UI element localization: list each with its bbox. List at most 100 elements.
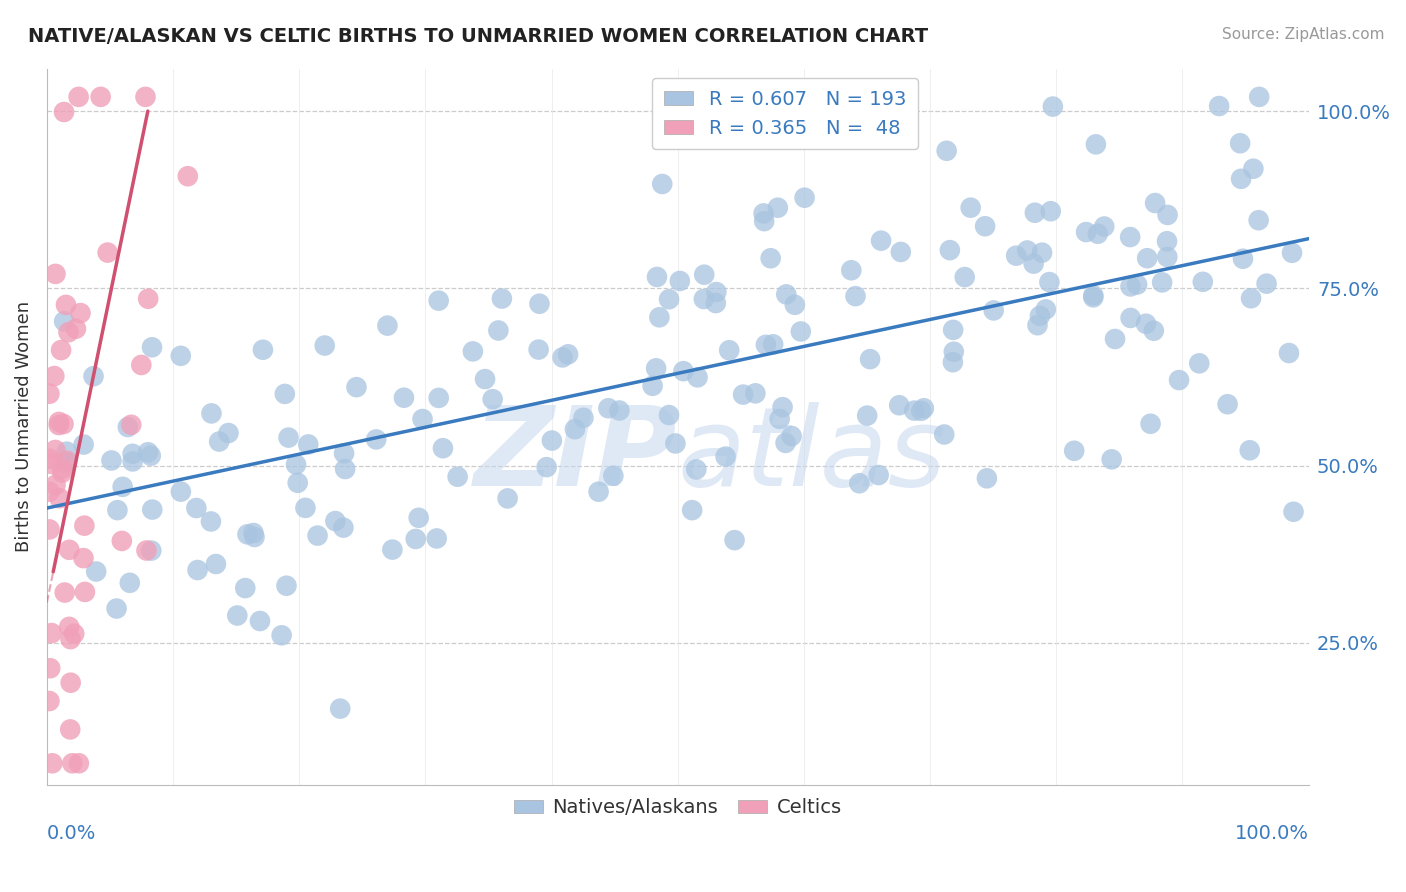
Point <box>72 551 94 566</box>
Point <box>704 296 727 310</box>
Point <box>55 444 77 458</box>
Point <box>117 420 139 434</box>
Point <box>1026 318 1049 333</box>
Point <box>73 437 96 451</box>
Point <box>427 391 450 405</box>
Point <box>177 169 200 184</box>
Point <box>609 403 631 417</box>
Point <box>759 252 782 266</box>
Point <box>942 355 965 369</box>
Point <box>1240 291 1263 305</box>
Point <box>69 306 91 320</box>
Point <box>287 475 309 490</box>
Point <box>870 234 893 248</box>
Point <box>294 500 316 515</box>
Point <box>51 462 73 476</box>
Point <box>572 410 595 425</box>
Point <box>868 468 890 483</box>
Point <box>1029 309 1052 323</box>
Point <box>243 530 266 544</box>
Point <box>669 274 692 288</box>
Point <box>754 214 776 228</box>
Point <box>1168 373 1191 387</box>
Point <box>1022 257 1045 271</box>
Point <box>1156 208 1178 222</box>
Point <box>1229 136 1251 151</box>
Point <box>58 620 80 634</box>
Point <box>1087 227 1109 241</box>
Point <box>1119 310 1142 325</box>
Point <box>329 701 352 715</box>
Point <box>332 521 354 535</box>
Point <box>307 528 329 542</box>
Point <box>83 369 105 384</box>
Point <box>60 756 83 771</box>
Point <box>1247 213 1270 227</box>
Point <box>135 543 157 558</box>
Point <box>53 585 76 599</box>
Point <box>105 601 128 615</box>
Point <box>1136 251 1159 265</box>
Point <box>53 105 76 120</box>
Point <box>200 515 222 529</box>
Point <box>775 287 797 301</box>
Point <box>314 338 336 352</box>
Point <box>1031 245 1053 260</box>
Point <box>1278 346 1301 360</box>
Point <box>432 441 454 455</box>
Point <box>120 417 142 432</box>
Point <box>38 451 60 466</box>
Point <box>333 462 356 476</box>
Point <box>527 343 550 357</box>
Point <box>976 471 998 485</box>
Point <box>44 267 66 281</box>
Legend: Natives/Alaskans, Celtics: Natives/Alaskans, Celtics <box>506 790 849 825</box>
Point <box>84 565 107 579</box>
Point <box>41 756 63 771</box>
Point <box>910 404 932 418</box>
Point <box>426 532 449 546</box>
Point <box>56 454 79 468</box>
Point <box>1035 302 1057 317</box>
Point <box>1249 90 1271 104</box>
Point <box>285 458 308 472</box>
Point <box>1084 137 1107 152</box>
Point <box>939 243 962 257</box>
Text: 0.0%: 0.0% <box>46 824 96 843</box>
Point <box>602 468 624 483</box>
Point <box>557 347 579 361</box>
Point <box>783 298 806 312</box>
Point <box>118 575 141 590</box>
Point <box>52 417 75 431</box>
Point <box>706 285 728 299</box>
Point <box>67 756 90 771</box>
Text: Source: ZipAtlas.com: Source: ZipAtlas.com <box>1222 27 1385 42</box>
Point <box>405 532 427 546</box>
Point <box>136 292 159 306</box>
Point <box>1156 234 1178 248</box>
Point <box>474 372 496 386</box>
Point <box>48 491 70 506</box>
Point <box>752 206 775 220</box>
Point <box>170 349 193 363</box>
Point <box>889 398 911 412</box>
Point <box>63 626 86 640</box>
Point <box>541 434 564 448</box>
Point <box>226 608 249 623</box>
Point <box>446 469 468 483</box>
Text: 100.0%: 100.0% <box>1234 824 1309 843</box>
Point <box>664 436 686 450</box>
Point <box>481 392 503 407</box>
Point <box>658 292 681 306</box>
Point <box>170 484 193 499</box>
Point <box>111 480 134 494</box>
Point <box>131 358 153 372</box>
Point <box>685 462 707 476</box>
Point <box>38 386 60 401</box>
Point <box>1135 317 1157 331</box>
Point <box>121 447 143 461</box>
Point <box>65 322 87 336</box>
Point <box>461 344 484 359</box>
Point <box>953 270 976 285</box>
Point <box>59 675 82 690</box>
